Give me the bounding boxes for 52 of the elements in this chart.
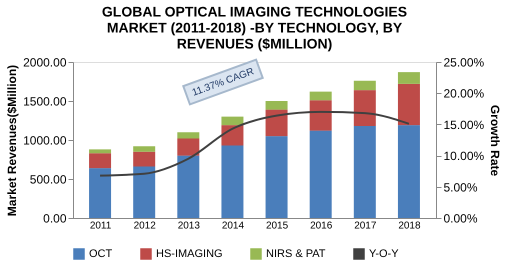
bar [133,166,156,218]
bar [266,101,288,110]
legend-label: Y-O-Y [369,248,400,260]
legend-label: HS-IMAGING [156,248,223,260]
legend-label: NIRS & PAT [266,248,326,260]
bar [133,152,156,167]
bar [177,132,200,138]
y2-tick-label: 25.00% [444,56,485,70]
x-tick-label: 2016 [310,220,333,232]
bar [354,90,376,126]
line-series [99,110,410,177]
annotation: 11.37% CAGR [190,66,256,99]
bar [89,149,112,154]
y-tick-label: 500.00 [30,172,67,186]
bar [89,153,112,168]
x-tick-label: 2013 [178,220,200,232]
y-tick-label: 1000.00 [23,134,67,148]
bar [266,110,288,136]
x-tick-label: 2017 [354,220,377,232]
bar [266,136,288,218]
x-tick-label: 2015 [266,220,289,232]
bar [221,116,244,126]
x-tick-label: 2012 [134,220,156,232]
y-tick-label: 0.00 [43,212,67,226]
bar [398,125,420,218]
legend-label: OCT [89,248,112,260]
bar [398,84,420,126]
y2-tick-label: 5.00% [444,180,478,194]
y2-tick-label: 0.00% [444,212,478,226]
x-tick-label: 2014 [222,220,244,232]
bar [310,92,332,100]
bar [221,125,244,146]
y-tick-label: 2000.00 [23,56,67,70]
bar [354,80,376,90]
bar [133,146,156,152]
x-tick-label: 2018 [398,220,421,232]
y-tick-label: 1500.00 [23,94,67,108]
y2-tick-label: 15.00% [444,118,485,132]
y-axis-title: Market Revenues($Million) [5,64,20,216]
y2-axis-title: Growth Rate [488,104,502,176]
y2-tick-label: 20.00% [444,86,485,101]
bar [221,145,244,218]
bar [354,126,376,218]
y2-tick-label: 10.00% [444,149,485,164]
bar [398,72,420,84]
bar [177,138,200,156]
bar [177,156,200,218]
bar [310,130,332,218]
bar [89,168,112,218]
bar [310,100,332,131]
x-tick-label: 2011 [90,220,112,232]
chart-title: GLOBAL OPTICAL IMAGING TECHNOLOGIES MARKET (2011-2018) -BY TECHNOLOGY, BY REVENUES ($MILLION) [102,4,408,52]
